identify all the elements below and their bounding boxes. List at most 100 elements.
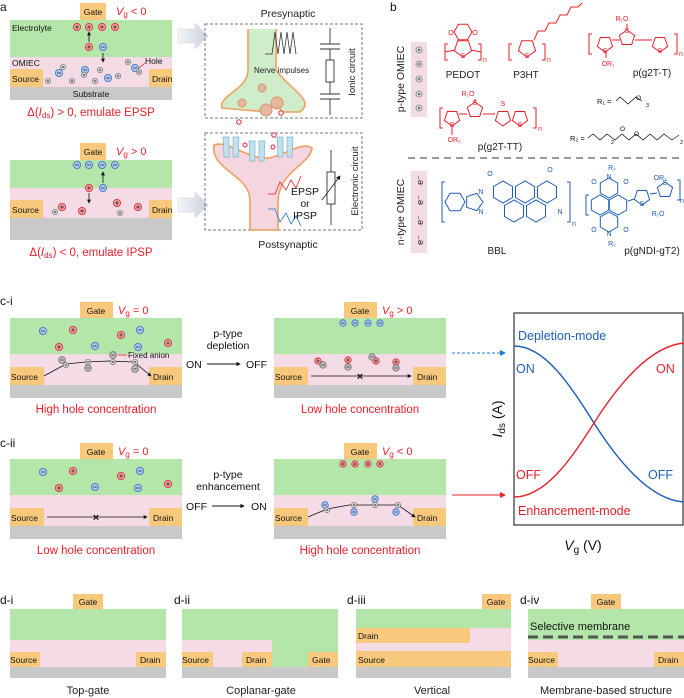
atom-label: O [623,179,629,186]
cation-icon [392,358,400,366]
anion-icon [135,325,144,334]
cation-icon [55,342,64,351]
blocked-x-icon: × [93,512,99,524]
gate-electrode [482,594,511,609]
panel-d: d-i Gate Source Drain Top-gate d-ii Sour… [0,593,684,697]
cation-icon [98,22,107,31]
subscript: ds [497,423,508,434]
subscript: g [574,545,580,556]
r2-chain [587,133,680,141]
hole-icon [350,501,357,508]
n-type-carrier-strip [411,171,427,253]
polymer-name-p3ht: P3HT [513,70,539,81]
nerve-impulse-trace [265,31,297,55]
atom-label: S [663,180,668,187]
thiophene-ring [494,111,512,127]
atom-label: N [606,174,611,181]
transistor-device: Gate Source Drain Vg > 0 Low hole concentrat… [274,302,446,416]
drain-label: Drain [153,372,174,382]
enhancement-off-label: OFF [516,468,541,482]
naphthalene-ring [608,194,628,216]
gate-electrode [591,594,621,609]
gate-electrode [344,443,377,459]
drain-electrode [356,628,470,643]
drain-electrode [149,200,172,218]
imide-ring [599,177,619,199]
panel-b: b p-type OMIEC n-type OMIEC e⁻ e⁻ e⁻ e⁻ S O O… [390,0,684,257]
atom-label: S [603,48,608,55]
atom-label: n [538,126,542,133]
electronic-circuit-label: Electronic circuit [350,146,361,216]
anion-icon [99,43,108,52]
neurotransmitter [242,142,248,148]
thiophene-ring [453,40,473,58]
gate-voltage-condition: Vg > 0 [382,305,412,318]
imidazole-ring [466,192,484,212]
drain-label: Drain [658,655,679,665]
drain-electrode [149,69,172,87]
source-electrode [10,367,44,385]
drain-label: Drain [246,655,267,665]
cation-icon [58,202,67,211]
source-electrode [356,651,511,667]
cation-icon [314,357,322,365]
symbol: I [489,434,505,438]
substrate-layer [274,526,446,539]
subscript: ds [44,251,52,260]
thiophene-ring [651,37,669,53]
electron-icon: e⁻ [415,195,425,205]
cation-icon [117,330,126,339]
subscript: g [389,450,393,459]
y-axis-label: Ids (A) [489,400,508,437]
atom-label: N [557,209,562,216]
structure-caption: Coplanar-gate [226,685,296,697]
bracket [533,107,537,129]
gate-electrode [80,443,113,459]
source-label: Source [182,655,209,665]
postsynaptic-label: Postsynaptic [258,239,318,251]
panel-label-b: b [390,0,397,14]
electronic-circuit-symbol [321,150,341,225]
drain-label: Drain [153,513,174,523]
prefix: Δ( [29,247,41,259]
source-electrode [10,508,44,526]
cation-icon [85,183,94,192]
source-label: Source [11,513,38,523]
transition-from: ON [186,359,202,371]
anion-icon [55,69,64,78]
gate-electrode [344,302,377,318]
source-electrode [10,652,40,667]
anion-icon [392,508,400,516]
fixed-anion-icon [109,351,117,359]
substrate-layer [10,526,182,539]
source-electrode [274,508,308,526]
atom-label: R₁O [462,91,475,98]
n-type-label: n-type OMIEC [395,178,407,245]
nerve-impulses-label: Nerve impulses [254,66,309,75]
atom-label: O [547,167,553,174]
atom-label: S [640,201,645,208]
atom-label: R₂ [608,241,616,248]
gate-electrode [308,652,338,667]
suffix: ) < 0, emulate IPSP [53,247,153,259]
atom-label: OR₁ [448,137,462,144]
anion-icon [133,483,142,492]
hole-label: Hole [145,56,163,66]
concentration-caption: High hole concentration [36,404,157,416]
symbol: V [382,446,391,458]
thiophene-ring [443,111,461,127]
imide-ring [599,211,619,233]
anion-icon [91,341,100,350]
source-label: Source [275,372,302,382]
subscript: g [389,309,393,318]
transistor-device: Gate Source Drain Vg = 0 High hole concentra… [10,302,182,416]
neurotransmitter [271,132,277,138]
atom-label: N [478,189,483,196]
enhancement-on-label: ON [656,362,675,376]
hole-icon [415,46,423,54]
hole-icon [135,69,142,76]
atom-label: S [501,101,506,108]
thiophene-ring [596,37,614,53]
polymer-name-pgndi-gt2: p(gNDI-gT2) [624,246,680,257]
unit: (A) [489,400,505,423]
